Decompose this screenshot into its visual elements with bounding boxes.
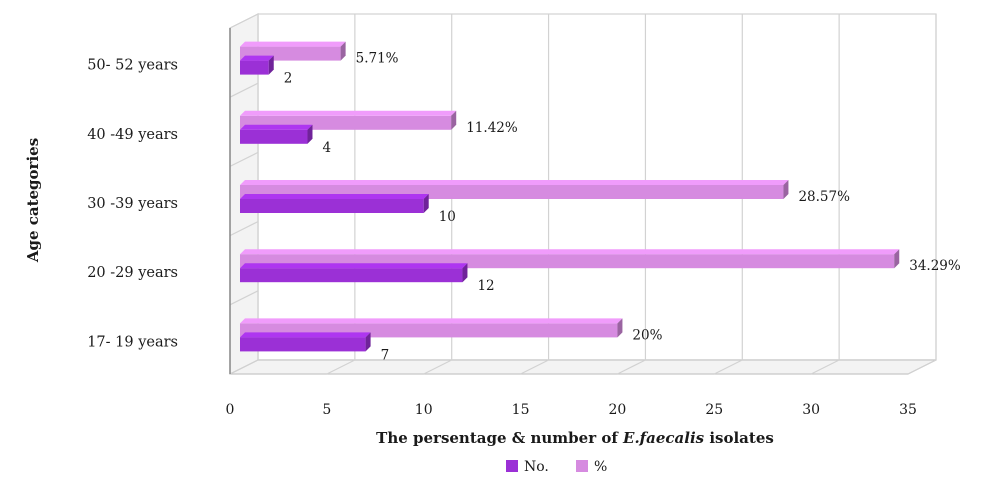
category-divider — [229, 82, 259, 98]
floor-gridline — [810, 359, 840, 375]
x-axis-ticks: 0 5 10 15 20 25 30 35 — [226, 402, 917, 418]
x-axis-title: The persentage & number of E.faecalis is… — [376, 429, 774, 447]
bar-top-face — [240, 318, 623, 324]
x-tick-label: 30 — [802, 402, 820, 418]
bar-end-face — [462, 263, 468, 283]
data-label: 2 — [284, 71, 293, 87]
bar-end-face — [783, 180, 789, 199]
category-label: 17- 19 years — [87, 334, 178, 350]
bar-end-face — [365, 332, 371, 352]
y-axis-categories: 17- 19 years 20 -29 years 30 -39 years 40 -… — [87, 58, 178, 351]
x-tick-label: 25 — [705, 402, 723, 418]
bar-top-face — [240, 110, 457, 116]
category-divider — [229, 151, 259, 167]
floor-gridline — [520, 359, 549, 375]
category-divider — [229, 359, 259, 375]
data-label: 10 — [439, 209, 456, 225]
y-axis-title: Age categories — [24, 138, 42, 263]
bar-top-face — [240, 332, 371, 338]
data-label: 5.71% — [356, 51, 399, 67]
x-tick-label: 15 — [512, 402, 530, 418]
bar-end-face — [451, 110, 457, 130]
floor-gridline — [423, 359, 452, 375]
category-label: 40 -49 years — [87, 127, 178, 143]
floor — [229, 359, 937, 375]
data-label: 28.57% — [798, 189, 850, 205]
category-label: 50- 52 years — [87, 58, 178, 74]
data-label: 34.29% — [909, 258, 961, 274]
category-divider — [229, 221, 259, 237]
bar-top-face — [240, 180, 789, 185]
legend-label: No. — [524, 459, 549, 475]
bar-end-face — [617, 318, 623, 338]
bar-count — [240, 337, 366, 352]
bar-top-face — [240, 263, 468, 269]
legend-swatch — [576, 460, 588, 472]
x-tick-label: 5 — [322, 402, 331, 418]
bar-top-face — [240, 55, 274, 61]
bar-top-face — [240, 41, 346, 47]
category-label: 30 -39 years — [87, 196, 178, 212]
data-label: 4 — [322, 140, 331, 156]
bar-end-face — [894, 249, 900, 269]
category-label: 20 -29 years — [87, 265, 178, 281]
bar-end-face — [423, 194, 429, 213]
data-label: 11.42% — [466, 120, 518, 136]
data-label: 7 — [381, 347, 390, 363]
floor-gridline — [326, 359, 356, 375]
data-label: 20% — [632, 327, 662, 343]
data-label: 12 — [477, 278, 494, 294]
bar-count — [240, 129, 308, 144]
bar-end-face — [340, 41, 346, 61]
bar-top-face — [240, 194, 429, 199]
floor-gridline — [714, 359, 743, 375]
x-tick-label: 10 — [415, 402, 433, 418]
bars: 20% 7 34.29% 12 28.57% 10 11.42% 4 5.71% 2 — [240, 41, 961, 363]
bar-end-face — [268, 55, 274, 75]
bar-count — [240, 268, 463, 283]
legend: No.% — [506, 459, 607, 475]
bar-top-face — [240, 249, 900, 255]
floor-gridline — [907, 359, 937, 375]
bar-end-face — [307, 124, 313, 144]
bar-top-face — [240, 124, 313, 130]
floor-gridline — [617, 359, 646, 375]
category-divider — [229, 13, 259, 29]
bar-count — [240, 60, 269, 75]
x-tick-label: 0 — [226, 402, 235, 418]
bar-count — [240, 199, 424, 213]
legend-label: % — [594, 459, 607, 475]
x-tick-label: 35 — [899, 402, 917, 418]
legend-swatch — [506, 460, 518, 472]
x-tick-label: 20 — [609, 402, 627, 418]
category-divider — [229, 290, 259, 306]
